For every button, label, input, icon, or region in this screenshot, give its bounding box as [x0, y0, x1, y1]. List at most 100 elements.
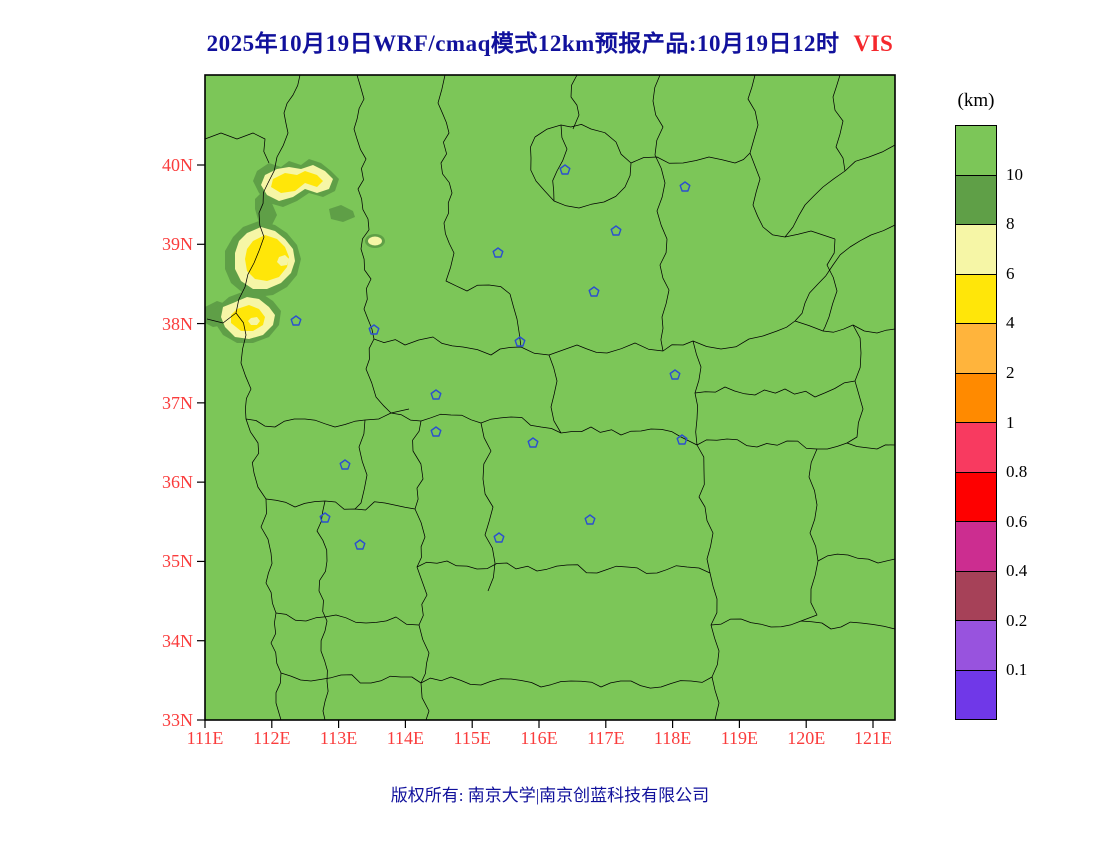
city-marker	[527, 437, 539, 448]
lon-tick-label: 115E	[453, 728, 491, 748]
lat-tick-label: 38N	[162, 313, 193, 334]
lat-tick-label: 33N	[162, 709, 193, 730]
city-marker	[368, 324, 380, 335]
boundary-line	[354, 419, 368, 510]
visibility-contours	[205, 159, 385, 343]
lat-tick-label: 36N	[162, 472, 193, 493]
contour-patch	[271, 171, 323, 193]
legend-color-segment	[956, 372, 996, 422]
city-marker	[679, 181, 691, 192]
city-marker	[514, 336, 526, 347]
city-marker	[339, 459, 351, 470]
city-marker	[559, 164, 571, 175]
boundary-line	[552, 124, 568, 202]
city-marker	[669, 369, 681, 380]
boundary-line	[206, 74, 301, 324]
city-marker	[584, 514, 596, 525]
forecast-map	[197, 74, 896, 728]
lat-tick-label: 40N	[162, 155, 193, 175]
contour-patch	[368, 236, 382, 246]
boundary-line	[353, 74, 410, 414]
legend-tick-label: 1	[1006, 412, 1015, 432]
title-text: 2025年10月19日WRF/cmaq模式12km预报产品:10月19日12时	[206, 31, 840, 56]
lat-tick-label: 34N	[162, 630, 193, 651]
city-markers	[290, 164, 691, 550]
city-marker	[354, 539, 366, 550]
boundary-line	[316, 500, 329, 721]
boundary-line	[416, 560, 711, 574]
boundary-line	[275, 612, 420, 626]
legend-tick-label: 0.1	[1006, 660, 1028, 680]
city-marker	[319, 512, 331, 523]
axis-ticks	[197, 164, 874, 728]
boundary-line	[822, 238, 838, 332]
boundary-line	[794, 320, 896, 334]
boundary-line	[784, 144, 896, 238]
boundary-line	[548, 354, 562, 434]
lon-tick-label: 121E	[854, 728, 892, 748]
boundary-line	[560, 426, 698, 446]
legend-color-segment	[956, 422, 996, 472]
city-marker	[676, 434, 688, 445]
legend-color-segment	[956, 273, 996, 323]
boundary-line	[373, 320, 796, 356]
boundary-line	[570, 74, 580, 130]
contour-patch	[277, 255, 289, 266]
legend-color-segment	[956, 126, 996, 175]
boundary-line	[245, 412, 392, 428]
city-marker	[430, 389, 442, 400]
map-plot-area	[197, 74, 896, 728]
boundary-line	[280, 672, 422, 684]
lat-tick-label: 37N	[162, 392, 193, 413]
contour-patch	[245, 235, 289, 281]
title-variable: VIS	[853, 31, 894, 56]
boundary-line	[846, 324, 864, 444]
legend-color-segment	[956, 323, 996, 373]
legend-colorbar	[955, 125, 997, 720]
boundary-line	[817, 553, 896, 564]
legend-color-segment	[956, 570, 996, 620]
city-marker	[430, 426, 442, 437]
boundary-line	[652, 74, 670, 291]
legend-tick-label: 4	[1006, 313, 1015, 333]
legend-tick-label: 2	[1006, 362, 1015, 382]
lon-tick-label: 117E	[587, 728, 625, 748]
legend-unit-label: (km)	[957, 90, 995, 111]
lat-tick-label: 39N	[162, 234, 193, 255]
lon-tick-label: 118E	[653, 728, 692, 748]
boundary-line	[420, 676, 713, 689]
lon-tick-label: 119E	[720, 728, 759, 748]
legend-color-segment	[956, 669, 996, 719]
legend-tick-label: 0.8	[1006, 462, 1028, 482]
boundary-line	[660, 289, 670, 352]
boundary-line	[696, 444, 720, 721]
legend-tick-label: 0.6	[1006, 511, 1028, 531]
city-marker	[492, 247, 504, 258]
legend-color-segment	[956, 174, 996, 224]
boundary-line	[694, 380, 856, 398]
contour-patch	[329, 205, 355, 222]
boundary-line	[265, 498, 416, 511]
page-title: 2025年10月19日WRF/cmaq模式12km预报产品:10月19日12时 V…	[0, 24, 1100, 58]
legend-color-segment	[956, 471, 996, 521]
boundary-line	[630, 152, 751, 164]
lon-tick-label: 113E	[319, 728, 358, 748]
boundary-line	[794, 224, 896, 322]
lon-tick-label: 116E	[520, 728, 558, 748]
legend-tick-label: 0.2	[1006, 610, 1028, 630]
city-marker	[588, 286, 600, 297]
legend-color-segment	[956, 224, 996, 274]
legend-tick-label: 6	[1006, 263, 1015, 283]
boundary-line	[530, 124, 632, 209]
boundary-line	[437, 74, 511, 295]
lon-tick-label: 112E	[253, 728, 291, 748]
contour-patch	[255, 193, 277, 227]
boundary-line	[832, 74, 846, 172]
boundary-line	[204, 132, 270, 164]
boundary-line	[480, 422, 496, 592]
city-marker	[290, 315, 302, 326]
boundary-line	[235, 312, 282, 721]
province-boundaries	[204, 74, 896, 721]
legend-tick-label: 0.4	[1006, 561, 1028, 581]
